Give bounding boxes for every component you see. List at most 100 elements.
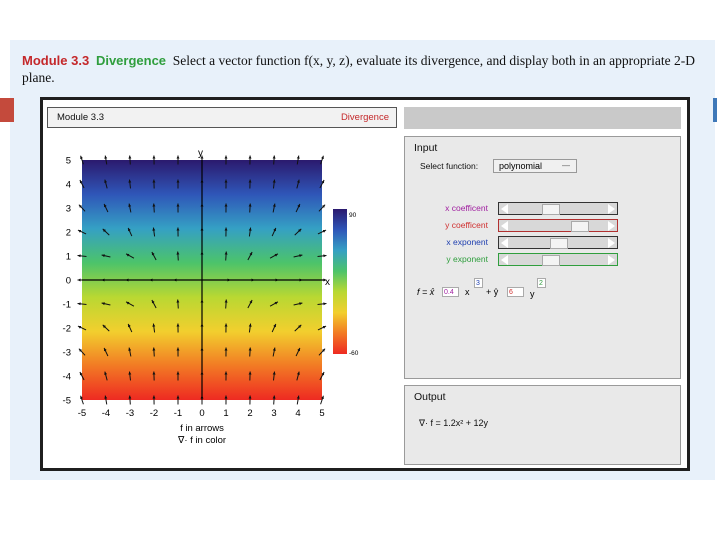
y-exponent-slider[interactable] bbox=[498, 253, 618, 266]
field-arrowhead bbox=[323, 254, 327, 258]
field-arrowhead bbox=[272, 347, 276, 351]
field-arrowhead bbox=[321, 372, 325, 376]
field-arrowhead bbox=[152, 347, 156, 351]
field-arrowhead bbox=[77, 302, 81, 306]
slider-left-arrow-icon[interactable] bbox=[501, 255, 508, 265]
x-tick-label: -2 bbox=[150, 408, 158, 419]
top-gray-bar bbox=[404, 107, 681, 129]
field-arrowhead bbox=[152, 155, 156, 159]
field-arrowhead bbox=[248, 371, 252, 375]
field-arrowhead bbox=[126, 301, 130, 305]
caption-color: ∇· f in color bbox=[177, 435, 226, 446]
field-arrowhead bbox=[224, 347, 228, 351]
field-arrowhead bbox=[77, 325, 82, 329]
field-arrowhead bbox=[102, 228, 106, 233]
function-select[interactable]: polynomial — bbox=[493, 159, 577, 173]
caption-arrows: f in arrows bbox=[180, 423, 224, 434]
field-arrowhead bbox=[128, 323, 131, 328]
field-arrowhead bbox=[323, 302, 327, 306]
field-arrowhead bbox=[176, 227, 180, 231]
y-exponent-label: y exponent bbox=[446, 254, 488, 264]
x-tick-label: -3 bbox=[126, 408, 134, 419]
function-formula: f = x̂ 0.4 x 3 + ŷ 6 y 2 bbox=[417, 278, 617, 304]
field-arrowhead bbox=[224, 179, 228, 183]
y-coefficient-slider[interactable] bbox=[498, 219, 618, 232]
y-tick-label: 2 bbox=[66, 228, 71, 239]
x-tick-label: 1 bbox=[223, 408, 228, 419]
field-arrowhead bbox=[248, 155, 252, 159]
chevron-down-icon: — bbox=[562, 161, 570, 170]
slider-thumb[interactable] bbox=[541, 255, 560, 266]
formula-f-label: f = x̂ bbox=[417, 287, 435, 297]
slider-right-arrow-icon[interactable] bbox=[608, 221, 615, 231]
field-arrowhead bbox=[296, 155, 300, 159]
y-coefficient-field[interactable]: 6 bbox=[507, 287, 524, 297]
slider-left-arrow-icon[interactable] bbox=[501, 238, 508, 248]
output-panel: Output ∇· f = 1.2x² + 12y bbox=[404, 385, 681, 465]
field-arrowhead bbox=[224, 299, 228, 303]
field-arrowhead bbox=[321, 155, 324, 160]
field-arrowhead bbox=[248, 179, 252, 183]
x-tick-label: 0 bbox=[199, 408, 204, 419]
field-arrowhead bbox=[321, 395, 324, 400]
divergence-result: ∇· f = 1.2x² + 12y bbox=[419, 418, 489, 428]
field-arrowhead bbox=[176, 179, 180, 183]
field-arrowhead bbox=[176, 323, 180, 327]
input-panel-heading: Input bbox=[414, 142, 438, 154]
field-arrowhead bbox=[176, 347, 180, 351]
slider-thumb[interactable] bbox=[570, 221, 589, 232]
field-arrowhead bbox=[79, 372, 83, 376]
field-arrowhead bbox=[274, 253, 278, 257]
x-exponent-slider[interactable] bbox=[498, 236, 618, 249]
divergence-plot: x y -5 -4 -3 -2 -1 0 1 2 3 4 5 5 4 3 2 1 0 -1 -2 -3 -4 -5 f … bbox=[63, 148, 359, 446]
slider-right-arrow-icon[interactable] bbox=[608, 238, 615, 248]
slide-accent-blue bbox=[713, 98, 717, 122]
field-arrowhead bbox=[152, 323, 156, 327]
field-arrowhead bbox=[298, 228, 302, 233]
x-coefficient-label: x coefficent bbox=[445, 203, 488, 213]
slider-thumb[interactable] bbox=[541, 204, 560, 215]
field-arrowhead bbox=[176, 203, 180, 207]
field-arrowhead bbox=[299, 254, 303, 258]
slider-right-arrow-icon[interactable] bbox=[608, 204, 615, 214]
x-exponent-label: x exponent bbox=[446, 237, 488, 247]
slider-thumb[interactable] bbox=[550, 238, 568, 249]
x-exponent-field[interactable]: 3 bbox=[474, 278, 483, 288]
module-label: Module 3.3 bbox=[22, 53, 90, 68]
output-panel-heading: Output bbox=[414, 391, 446, 403]
field-arrowhead bbox=[224, 203, 228, 207]
x-coefficient-field[interactable]: 0.4 bbox=[442, 287, 459, 297]
select-function-label: Select function: bbox=[420, 161, 479, 171]
field-arrowhead bbox=[321, 348, 326, 352]
y-tick-label: 3 bbox=[66, 204, 71, 215]
x-coefficient-slider[interactable] bbox=[498, 202, 618, 215]
field-arrowhead bbox=[128, 347, 132, 351]
field-arrowhead bbox=[104, 347, 107, 352]
field-arrowhead bbox=[272, 395, 276, 399]
field-arrowhead bbox=[152, 203, 156, 207]
formula-plus-y: + ŷ bbox=[486, 287, 499, 297]
y-axis-label: y bbox=[198, 148, 203, 159]
app-content: Module 3.3 Divergence x y -5 -4 -3 -2 -1 0 1 2 3… bbox=[43, 100, 687, 468]
field-arrowhead bbox=[321, 180, 325, 184]
field-arrowhead bbox=[77, 254, 81, 258]
x-tick-label: 3 bbox=[271, 408, 276, 419]
slider-left-arrow-icon[interactable] bbox=[501, 221, 508, 231]
y-tick-label: -1 bbox=[63, 300, 71, 311]
field-arrowhead bbox=[224, 323, 228, 327]
y-tick-labels: 5 4 3 2 1 0 -1 -2 -3 -4 -5 bbox=[63, 156, 71, 407]
y-exponent-field[interactable]: 2 bbox=[537, 278, 546, 288]
slider-left-arrow-icon[interactable] bbox=[501, 204, 508, 214]
app-window: Module 3.3 Divergence x y -5 -4 -3 -2 -1 0 1 2 3… bbox=[40, 97, 690, 471]
field-arrowhead bbox=[104, 179, 108, 183]
module-description: Select a vector function f(x, y, z), eva… bbox=[22, 53, 695, 85]
x-tick-label: -5 bbox=[78, 408, 86, 419]
field-arrowhead bbox=[104, 155, 108, 159]
slide-accent-red bbox=[0, 98, 14, 122]
field-arrowhead bbox=[176, 371, 180, 375]
field-arrowhead bbox=[151, 300, 155, 304]
slider-right-arrow-icon[interactable] bbox=[608, 255, 615, 265]
field-arrowhead bbox=[273, 323, 276, 328]
y-tick-label: 4 bbox=[66, 180, 71, 191]
field-arrowhead bbox=[274, 301, 278, 305]
